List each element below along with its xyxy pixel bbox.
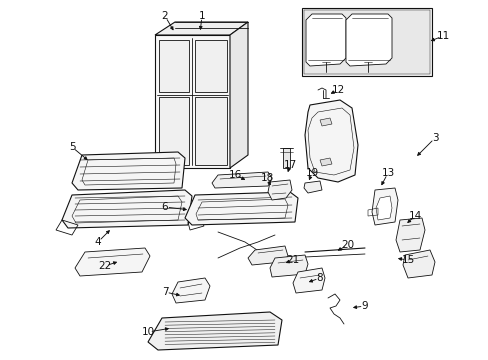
Polygon shape bbox=[267, 180, 291, 200]
Text: 13: 13 bbox=[381, 168, 394, 178]
Text: 17: 17 bbox=[283, 160, 296, 170]
Polygon shape bbox=[195, 97, 226, 165]
Polygon shape bbox=[212, 172, 271, 188]
Polygon shape bbox=[305, 14, 346, 66]
Polygon shape bbox=[304, 181, 321, 193]
Text: 15: 15 bbox=[401, 255, 414, 265]
Polygon shape bbox=[375, 196, 391, 220]
Text: 14: 14 bbox=[407, 211, 421, 221]
Polygon shape bbox=[159, 97, 189, 165]
Text: 19: 19 bbox=[305, 168, 318, 178]
Polygon shape bbox=[75, 248, 150, 276]
Polygon shape bbox=[148, 312, 282, 350]
Polygon shape bbox=[319, 118, 331, 126]
Polygon shape bbox=[72, 152, 184, 190]
Text: 6: 6 bbox=[162, 202, 168, 212]
Text: 18: 18 bbox=[260, 173, 273, 183]
Polygon shape bbox=[269, 255, 307, 277]
Text: 9: 9 bbox=[361, 301, 367, 311]
Polygon shape bbox=[195, 40, 226, 92]
Polygon shape bbox=[155, 35, 229, 168]
Text: 16: 16 bbox=[228, 170, 241, 180]
Text: 10: 10 bbox=[141, 327, 154, 337]
Text: 20: 20 bbox=[341, 240, 354, 250]
Bar bbox=[302, 8, 431, 76]
Polygon shape bbox=[346, 14, 391, 66]
Text: 2: 2 bbox=[162, 11, 168, 21]
Polygon shape bbox=[247, 246, 287, 265]
Bar bbox=[304, 10, 429, 74]
Polygon shape bbox=[62, 190, 192, 228]
Polygon shape bbox=[402, 250, 434, 278]
Text: 4: 4 bbox=[95, 237, 101, 247]
Text: 5: 5 bbox=[68, 142, 75, 152]
Text: 1: 1 bbox=[198, 11, 205, 21]
Polygon shape bbox=[292, 268, 325, 293]
Polygon shape bbox=[159, 40, 189, 92]
Polygon shape bbox=[283, 148, 289, 168]
Polygon shape bbox=[371, 188, 397, 225]
Polygon shape bbox=[319, 158, 331, 166]
Polygon shape bbox=[305, 100, 357, 182]
Text: 22: 22 bbox=[98, 261, 111, 271]
Text: 21: 21 bbox=[286, 255, 299, 265]
Polygon shape bbox=[395, 218, 424, 252]
Polygon shape bbox=[184, 192, 297, 225]
Text: 7: 7 bbox=[162, 287, 168, 297]
Text: 12: 12 bbox=[331, 85, 344, 95]
Polygon shape bbox=[172, 278, 209, 303]
Polygon shape bbox=[155, 22, 247, 35]
Text: 8: 8 bbox=[316, 273, 323, 283]
Polygon shape bbox=[229, 22, 247, 168]
Text: 11: 11 bbox=[435, 31, 448, 41]
Text: 3: 3 bbox=[431, 133, 437, 143]
